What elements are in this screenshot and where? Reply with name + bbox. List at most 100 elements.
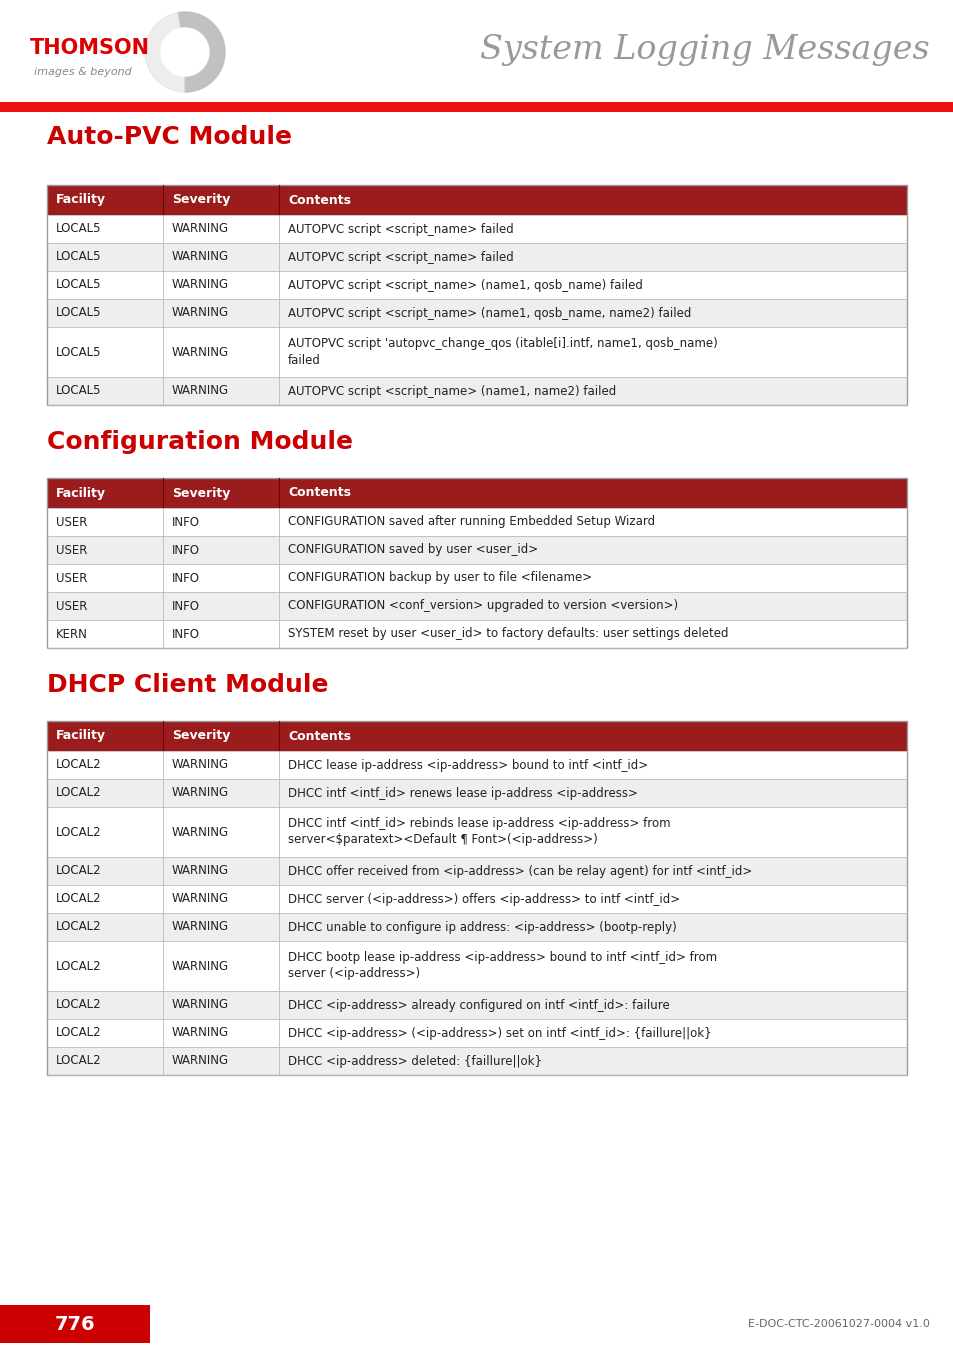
Text: DHCC <ip-address> deleted: {faillure||ok}: DHCC <ip-address> deleted: {faillure||ok… xyxy=(288,1054,541,1068)
Bar xyxy=(47,721,906,1075)
Text: DHCC <ip-address> (<ip-address>) set on intf <intf_id>: {faillure||ok}: DHCC <ip-address> (<ip-address>) set on … xyxy=(288,1026,711,1040)
Text: DHCC lease ip-address <ip-address> bound to intf <intf_id>: DHCC lease ip-address <ip-address> bound… xyxy=(288,759,648,771)
Text: DHCC <ip-address> already configured on intf <intf_id>: failure: DHCC <ip-address> already configured on … xyxy=(288,999,669,1011)
Text: Severity: Severity xyxy=(172,486,231,500)
Bar xyxy=(47,243,906,271)
Text: USER: USER xyxy=(56,544,88,556)
Text: WARNING: WARNING xyxy=(172,278,229,292)
Bar xyxy=(47,377,906,405)
Text: INFO: INFO xyxy=(172,516,200,528)
Bar xyxy=(47,913,906,941)
Text: INFO: INFO xyxy=(172,599,200,613)
Bar xyxy=(47,298,906,327)
Text: LOCAL5: LOCAL5 xyxy=(56,278,101,292)
Wedge shape xyxy=(161,28,209,76)
Text: Severity: Severity xyxy=(172,729,231,742)
Text: DHCC server (<ip-address>) offers <ip-address> to intf <intf_id>: DHCC server (<ip-address>) offers <ip-ad… xyxy=(288,892,679,906)
Text: CONFIGURATION <conf_version> upgraded to version <version>): CONFIGURATION <conf_version> upgraded to… xyxy=(288,599,678,613)
Text: 776: 776 xyxy=(54,1315,95,1334)
Text: USER: USER xyxy=(56,516,88,528)
Text: server<$paratext><Default ¶ Font>(<ip-address>): server<$paratext><Default ¶ Font>(<ip-ad… xyxy=(288,833,598,846)
Text: AUTOPVC script <script_name> failed: AUTOPVC script <script_name> failed xyxy=(288,251,514,263)
Text: AUTOPVC script 'autopvc_change_qos (itable[i].intf, name1, qosb_name): AUTOPVC script 'autopvc_change_qos (itab… xyxy=(288,338,718,351)
Bar xyxy=(47,215,906,243)
Text: WARNING: WARNING xyxy=(172,1026,229,1040)
Bar xyxy=(47,1019,906,1048)
Text: LOCAL2: LOCAL2 xyxy=(56,999,102,1011)
Text: LOCAL5: LOCAL5 xyxy=(56,346,101,359)
Text: LOCAL2: LOCAL2 xyxy=(56,787,102,799)
Bar xyxy=(47,185,906,405)
Bar xyxy=(47,857,906,886)
Text: Auto-PVC Module: Auto-PVC Module xyxy=(47,126,292,148)
Text: Severity: Severity xyxy=(172,193,231,207)
Text: Facility: Facility xyxy=(56,486,106,500)
Bar xyxy=(47,721,906,751)
Text: LOCAL2: LOCAL2 xyxy=(56,825,102,838)
Bar xyxy=(47,941,906,991)
Text: WARNING: WARNING xyxy=(172,223,229,235)
Bar xyxy=(47,185,906,215)
Text: CONFIGURATION saved by user <user_id>: CONFIGURATION saved by user <user_id> xyxy=(288,544,537,556)
Bar xyxy=(0,103,953,112)
Text: SYSTEM reset by user <user_id> to factory defaults: user settings deleted: SYSTEM reset by user <user_id> to factor… xyxy=(288,628,728,640)
Text: KERN: KERN xyxy=(56,628,88,640)
Bar xyxy=(47,593,906,620)
Text: LOCAL2: LOCAL2 xyxy=(56,864,102,878)
Text: DHCC offer received from <ip-address> (can be relay agent) for intf <intf_id>: DHCC offer received from <ip-address> (c… xyxy=(288,864,752,878)
Text: WARNING: WARNING xyxy=(172,787,229,799)
Text: WARNING: WARNING xyxy=(172,960,229,972)
Text: Facility: Facility xyxy=(56,193,106,207)
Text: DHCC bootp lease ip-address <ip-address> bound to intf <intf_id> from: DHCC bootp lease ip-address <ip-address>… xyxy=(288,952,717,964)
Bar xyxy=(47,271,906,298)
Text: LOCAL5: LOCAL5 xyxy=(56,385,101,397)
Bar xyxy=(0,1305,150,1343)
Text: LOCAL5: LOCAL5 xyxy=(56,223,101,235)
Text: WARNING: WARNING xyxy=(172,864,229,878)
Text: LOCAL2: LOCAL2 xyxy=(56,1026,102,1040)
Text: WARNING: WARNING xyxy=(172,346,229,359)
Text: LOCAL5: LOCAL5 xyxy=(56,251,101,263)
Text: Contents: Contents xyxy=(288,193,351,207)
Wedge shape xyxy=(145,12,185,92)
Text: THOMSON: THOMSON xyxy=(30,38,150,58)
Text: AUTOPVC script <script_name> failed: AUTOPVC script <script_name> failed xyxy=(288,223,514,235)
Text: LOCAL2: LOCAL2 xyxy=(56,960,102,972)
Text: failed: failed xyxy=(288,354,321,366)
Text: WARNING: WARNING xyxy=(172,306,229,320)
Wedge shape xyxy=(178,12,225,92)
Text: Configuration Module: Configuration Module xyxy=(47,431,353,454)
Text: Facility: Facility xyxy=(56,729,106,742)
Text: Contents: Contents xyxy=(288,729,351,742)
Text: DHCC unable to configure ip address: <ip-address> (bootp-reply): DHCC unable to configure ip address: <ip… xyxy=(288,921,677,933)
Text: DHCC intf <intf_id> renews lease ip-address <ip-address>: DHCC intf <intf_id> renews lease ip-addr… xyxy=(288,787,638,799)
Text: LOCAL2: LOCAL2 xyxy=(56,892,102,906)
Text: AUTOPVC script <script_name> (name1, name2) failed: AUTOPVC script <script_name> (name1, nam… xyxy=(288,385,616,397)
Text: server (<ip-address>): server (<ip-address>) xyxy=(288,968,420,980)
Text: WARNING: WARNING xyxy=(172,825,229,838)
Bar xyxy=(47,807,906,857)
Text: USER: USER xyxy=(56,599,88,613)
Text: LOCAL2: LOCAL2 xyxy=(56,759,102,771)
Text: WARNING: WARNING xyxy=(172,385,229,397)
Text: INFO: INFO xyxy=(172,628,200,640)
Bar xyxy=(47,751,906,779)
Text: LOCAL2: LOCAL2 xyxy=(56,921,102,933)
Text: Contents: Contents xyxy=(288,486,351,500)
Text: E-DOC-CTC-20061027-0004 v1.0: E-DOC-CTC-20061027-0004 v1.0 xyxy=(747,1319,929,1328)
Text: WARNING: WARNING xyxy=(172,999,229,1011)
Bar xyxy=(47,508,906,536)
Bar xyxy=(47,564,906,593)
Text: USER: USER xyxy=(56,571,88,585)
Bar xyxy=(47,779,906,807)
Text: INFO: INFO xyxy=(172,571,200,585)
Text: WARNING: WARNING xyxy=(172,251,229,263)
Text: LOCAL5: LOCAL5 xyxy=(56,306,101,320)
Text: DHCC intf <intf_id> rebinds lease ip-address <ip-address> from: DHCC intf <intf_id> rebinds lease ip-add… xyxy=(288,818,670,830)
Bar xyxy=(47,478,906,648)
Text: WARNING: WARNING xyxy=(172,892,229,906)
Text: CONFIGURATION backup by user to file <filename>: CONFIGURATION backup by user to file <fi… xyxy=(288,571,592,585)
Text: AUTOPVC script <script_name> (name1, qosb_name, name2) failed: AUTOPVC script <script_name> (name1, qos… xyxy=(288,306,691,320)
Bar xyxy=(47,478,906,508)
Text: LOCAL2: LOCAL2 xyxy=(56,1054,102,1068)
